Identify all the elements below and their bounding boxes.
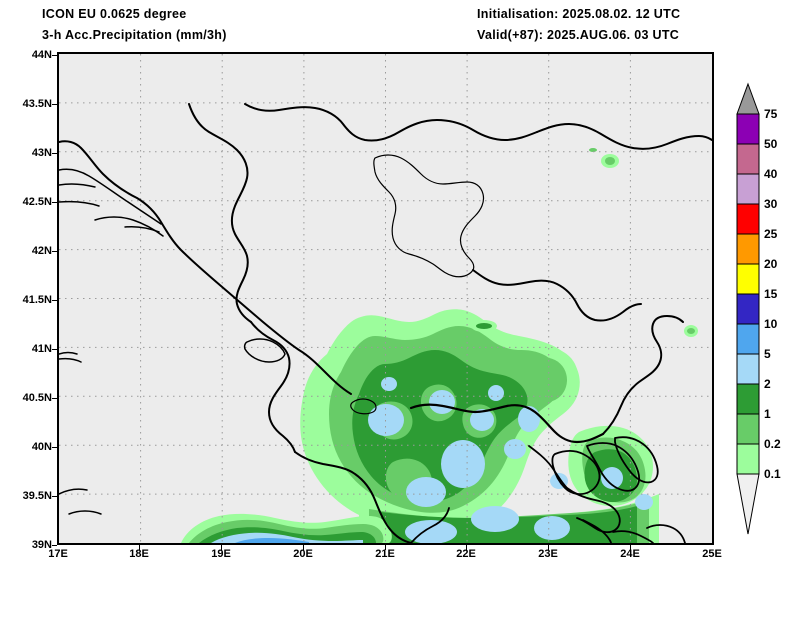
y-tick-label-3: 40.5N [22,392,52,404]
colorbar-band-0.2-1 [736,413,760,445]
x-tick-5 [466,545,467,550]
colorbar-tick-label-30: 30 [764,197,778,211]
colorbar-band-10-15 [736,293,760,325]
y-tick-label-7: 42.5N [22,196,52,208]
y-tick-3 [52,398,57,399]
y-tick-label-4: 41N [31,343,52,355]
y-tick-8 [52,153,57,154]
colorbar-band-40-50 [736,143,760,175]
colorbar-band-5-10 [736,323,760,355]
y-tick-label-6: 42N [31,245,52,257]
x-tick-7 [630,545,631,550]
x-tick-4 [385,545,386,550]
colorbar-band-50-75 [736,113,760,145]
colorbar-band-over-75 [736,82,760,115]
x-tick-label-6: 23E [538,548,558,560]
colorbar-canvas [736,82,760,535]
y-tick-0 [52,545,57,546]
colorbar-tick-label-2: 2 [764,377,771,391]
y-tick-label-5: 41.5N [22,294,52,306]
colorbar-band-20-25 [736,233,760,265]
colorbar-band-25-30 [736,203,760,235]
y-tick-label-1: 39.5N [22,490,52,502]
colorbar-tick-label-75: 75 [764,107,778,121]
colorbar-tick-label-50: 50 [764,137,778,151]
x-tick-3 [303,545,304,550]
colorbar-tick-label-1: 1 [764,407,771,421]
precip-band-0.2-ne [524,357,567,403]
colorbar-tick-label-25: 25 [764,227,778,241]
y-tick-label-8: 43N [31,147,52,159]
y-tick-2 [52,447,57,448]
colorbar-tick-label-15: 15 [764,287,778,301]
x-tick-6 [548,545,549,550]
precip-isolated-cells [471,148,698,337]
precipitation-field [181,148,698,543]
x-tick-label-3: 20E [293,548,313,560]
colorbar-tick-label-20: 20 [764,257,778,271]
precip-sw-band-5 [235,538,309,543]
x-tick-label-5: 22E [456,548,476,560]
colorbar-band-2-5 [736,353,760,385]
colorbar-band-30-40 [736,173,760,205]
initialisation-label: Initialisation: 2025.08.02. 12 UTC [477,7,681,21]
y-tick-9 [52,104,57,105]
map-canvas [59,54,712,543]
colorbar-tick-label-5: 5 [764,347,771,361]
colorbar-band-15-20 [736,263,760,295]
x-tick-label-0: 17E [48,548,68,560]
x-tick-label-8: 25E [702,548,722,560]
y-tick-label-9: 43.5N [22,98,52,110]
colorbar-tick-label-0.2: 0.2 [764,437,781,451]
y-tick-10 [52,55,57,56]
y-tick-label-0: 39N [31,539,52,551]
y-tick-label-10: 44N [31,49,52,61]
y-tick-label-2: 40N [31,441,52,453]
colorbar-band-1-2 [736,383,760,415]
colorbar-tick-label-40: 40 [764,167,778,181]
colorbar-legend: 75 50 40 30 25 20 15 10 5 2 1 0.2 0.1 [735,82,795,552]
y-tick-1 [52,496,57,497]
x-tick-label-2: 19E [211,548,231,560]
model-name-label: ICON EU 0.0625 degree [42,7,187,21]
x-tick-label-4: 21E [375,548,395,560]
colorbar-band-under-0.1 [736,473,760,535]
map-plot-area [57,52,714,545]
colorbar-tick-label-0.1: 0.1 [764,467,781,481]
x-tick-label-7: 24E [620,548,640,560]
y-tick-4 [52,349,57,350]
y-tick-7 [52,202,57,203]
x-tick-1 [139,545,140,550]
x-tick-label-1: 18E [129,548,149,560]
colorbar-tick-label-10: 10 [764,317,778,331]
y-tick-5 [52,300,57,301]
x-tick-2 [221,545,222,550]
valid-time-label: Valid(+87): 2025.AUG.06. 03 UTC [477,28,680,42]
field-name-label: 3-h Acc.Precipitation (mm/3h) [42,28,227,42]
map-gridlines [59,54,712,543]
colorbar-band-0.1-0.2 [736,443,760,475]
y-tick-6 [52,251,57,252]
coastlines-and-borders [59,103,712,543]
